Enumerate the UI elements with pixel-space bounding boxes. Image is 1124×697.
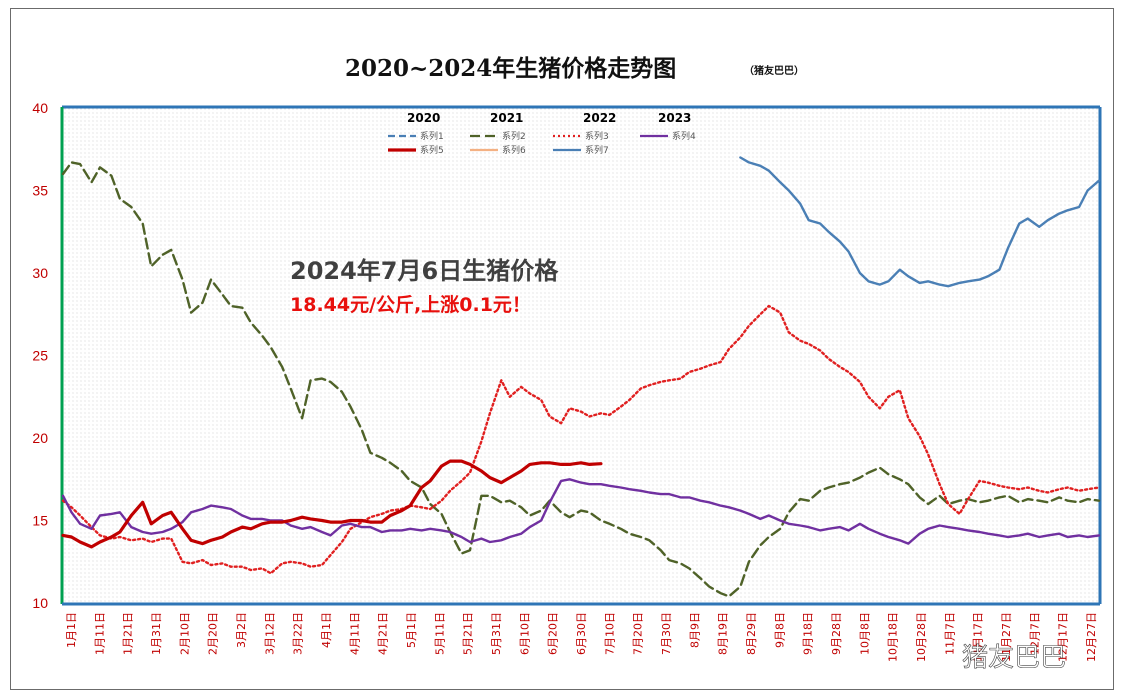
y-tick-label: 30 — [32, 265, 48, 281]
x-tick-label: 11月7日 — [943, 612, 956, 655]
chart-title: 2020~2024年生猪价格走势图 — [345, 55, 676, 82]
x-tick-label: 9月18日 — [802, 612, 815, 655]
y-tick-label: 35 — [32, 183, 48, 199]
x-tick-label: 9月8日 — [773, 612, 786, 648]
x-tick-label: 8月29日 — [745, 612, 758, 655]
watermark: 猪友巴巴 — [962, 643, 1066, 673]
series-line-3 — [61, 304, 1101, 575]
x-tick-label: 5月31日 — [490, 612, 503, 655]
x-tick-label: 6月20日 — [547, 612, 560, 655]
series-line-7 — [739, 156, 1101, 288]
x-tick-label: 11月17日 — [972, 612, 985, 662]
x-tick-label: 7月10日 — [603, 612, 616, 655]
x-tick-label: 3月22日 — [292, 612, 305, 655]
x-tick-label: 5月11日 — [433, 612, 446, 655]
x-tick-label: 4月1日 — [320, 612, 333, 648]
series-line-2 — [61, 161, 1101, 598]
chart-subtitle: （猪友巴巴） — [744, 64, 804, 77]
x-tick-label: 1月31日 — [150, 612, 163, 655]
x-tick-label: 1月21日 — [122, 612, 135, 655]
legend-label-4: 系列4 — [672, 130, 696, 142]
x-tick-label: 4月11日 — [348, 612, 361, 655]
x-tick-label: 2月20日 — [207, 612, 220, 655]
annotation-headline: 2024年7月6日生猪价格 — [290, 257, 559, 285]
legend-year-label: 2020 — [407, 111, 440, 125]
x-tick-label: 2月10日 — [178, 612, 191, 655]
x-tick-label: 10月18日 — [887, 612, 900, 662]
legend-year-label: 2022 — [583, 111, 616, 125]
x-tick-label: 12月17日 — [1057, 612, 1070, 662]
legend-label-3: 系列3 — [585, 130, 609, 142]
x-tick-label: 7月20日 — [632, 612, 645, 655]
legend-label-2: 系列2 — [502, 130, 526, 142]
x-tick-label: 12月7日 — [1028, 612, 1041, 655]
legend-label-7: 系列7 — [585, 144, 609, 156]
x-tick-label: 1月11日 — [93, 612, 106, 655]
x-tick-label: 10月28日 — [915, 612, 928, 662]
x-tick-label: 3月12日 — [263, 612, 276, 655]
legend-label-6: 系列6 — [502, 144, 526, 156]
legend-year-label: 2021 — [490, 111, 523, 125]
series-line-5 — [61, 459, 603, 549]
x-tick-label: 10月8日 — [858, 612, 871, 655]
legend-label-5: 系列5 — [420, 144, 444, 156]
annotation-detail: 18.44元/公斤,上涨0.1元！ — [290, 294, 531, 316]
x-tick-label: 4月21日 — [377, 612, 390, 655]
x-tick-label: 3月2日 — [235, 612, 248, 648]
plot-area — [62, 107, 1100, 604]
x-tick-label: 11月27日 — [1000, 612, 1013, 662]
legend-label-1: 系列1 — [420, 130, 444, 142]
legend-year-label: 2023 — [658, 111, 691, 125]
y-tick-label: 20 — [32, 430, 48, 446]
x-tick-label: 6月10日 — [518, 612, 531, 655]
series-line-4 — [61, 478, 1101, 545]
x-tick-label: 7月30日 — [660, 612, 673, 655]
x-tick-label: 5月1日 — [405, 612, 418, 648]
x-tick-label: 8月19日 — [717, 612, 730, 655]
x-tick-label: 6月30日 — [575, 612, 588, 655]
y-tick-label: 10 — [32, 595, 48, 611]
y-tick-label: 15 — [32, 513, 48, 529]
y-tick-label: 25 — [32, 348, 48, 364]
x-tick-label: 8月9日 — [688, 612, 701, 648]
x-tick-label: 1月1日 — [65, 612, 78, 648]
y-tick-label: 40 — [32, 100, 48, 116]
x-tick-label: 9月28日 — [830, 612, 843, 655]
x-tick-label: 12月27日 — [1085, 612, 1098, 662]
x-tick-label: 5月21日 — [462, 612, 475, 655]
